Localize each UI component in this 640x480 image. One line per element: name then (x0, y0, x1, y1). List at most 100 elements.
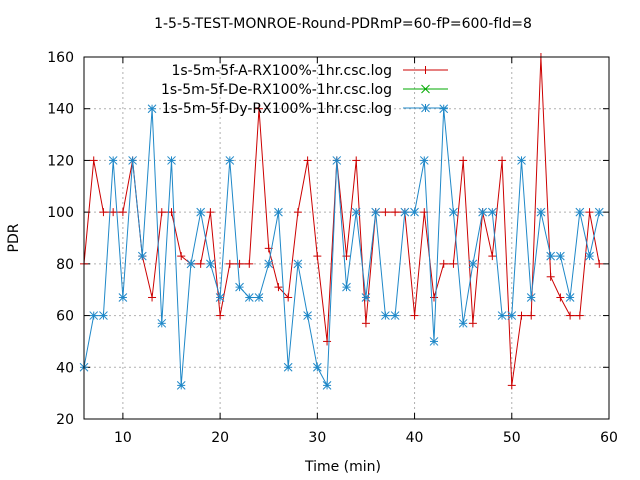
data-point (312, 362, 322, 372)
data-point (245, 259, 254, 268)
data-point (546, 272, 555, 281)
data-point (99, 311, 108, 320)
legend-marker (421, 103, 430, 113)
legend-marker (421, 84, 430, 94)
marker-stroke (283, 362, 293, 372)
grid-lines (84, 57, 609, 419)
data-point (468, 319, 477, 328)
marker-stroke (128, 156, 137, 165)
marker-stroke (526, 293, 536, 302)
data-point (176, 381, 186, 390)
legend: 1s-5m-5f-A-RX100%-1hr.csc.log 1s-5m-5f-De… (161, 63, 448, 117)
x-tick-label: 50 (503, 430, 521, 446)
marker-stroke (400, 207, 410, 217)
marker-stroke (507, 311, 517, 320)
marker-stroke (565, 293, 575, 302)
marker-stroke (458, 318, 468, 328)
data-point (322, 381, 332, 390)
marker-stroke (206, 259, 215, 269)
data-point (439, 104, 449, 114)
marker-stroke (274, 207, 283, 217)
data-point (488, 252, 497, 261)
data-point (546, 251, 556, 261)
data-point (293, 208, 302, 217)
data-point (585, 251, 594, 261)
marker-stroke (254, 293, 264, 302)
marker-stroke (371, 207, 381, 217)
data-point (536, 207, 546, 217)
marker-stroke (137, 251, 147, 261)
marker-stroke (157, 318, 167, 328)
data-point (303, 156, 312, 165)
y-tick-label: 40 (56, 360, 74, 376)
marker-stroke (89, 311, 99, 320)
data-point (99, 208, 108, 217)
data-point (89, 311, 99, 320)
data-point (215, 293, 225, 302)
data-point (274, 283, 283, 292)
data-point (400, 207, 410, 217)
data-point (391, 208, 400, 217)
data-point (303, 311, 312, 320)
legend-label: 1s-5m-5f-Dy-RX100%-1hr.csc.log (162, 101, 392, 117)
data-point (449, 207, 458, 217)
marker-stroke (517, 156, 526, 165)
y-tick-label: 60 (56, 309, 74, 325)
data-point (148, 293, 157, 302)
marker-stroke (167, 156, 176, 165)
marker-stroke (594, 207, 604, 217)
data-point (225, 156, 235, 165)
marker-stroke (176, 381, 186, 390)
marker-stroke (585, 251, 594, 261)
data-point (361, 319, 370, 328)
marker-stroke (478, 207, 487, 217)
data-point (517, 156, 526, 165)
y-tick-label: 140 (47, 102, 74, 118)
data-point (216, 311, 225, 320)
data-point (429, 337, 439, 346)
data-point (89, 156, 98, 165)
data-point (137, 251, 147, 261)
data-point (390, 311, 400, 320)
data-point (196, 207, 206, 217)
marker-stroke (147, 104, 157, 114)
data-point (439, 259, 448, 268)
data-point (186, 259, 196, 269)
data-point (487, 207, 497, 217)
y-tick-label: 80 (56, 257, 74, 273)
data-point (468, 259, 478, 269)
data-point (206, 259, 215, 269)
marker-stroke (410, 207, 419, 217)
data-point (381, 208, 390, 217)
marker-stroke (312, 362, 322, 372)
data-point (167, 156, 176, 165)
data-point (313, 252, 322, 261)
data-point (225, 259, 234, 268)
data-point (274, 207, 283, 217)
x-tick-label: 60 (600, 430, 618, 446)
marker-stroke (429, 337, 439, 346)
marker-stroke (186, 259, 196, 269)
chart-title: 1-5-5-TEST-MONROE-Round-PDRmP=60-fP=600-… (154, 16, 532, 32)
marker-stroke (264, 259, 274, 269)
marker-stroke (575, 207, 585, 217)
marker-stroke (468, 259, 478, 269)
marker-stroke (332, 156, 342, 165)
data-point (351, 207, 361, 217)
data-point (293, 259, 303, 269)
marker-stroke (351, 207, 361, 217)
data-point (254, 293, 264, 302)
data-point (255, 104, 263, 113)
plot-frame (83, 56, 610, 420)
data-point (109, 208, 118, 217)
marker-stroke (497, 311, 507, 320)
y-axis-label: PDR (6, 223, 22, 252)
data-point (478, 207, 487, 217)
data-point (410, 207, 419, 217)
marker-stroke (225, 156, 235, 165)
data-point (585, 208, 594, 217)
y-tick-label: 20 (56, 412, 74, 428)
x-tick-label: 40 (406, 430, 424, 446)
data-point (566, 311, 575, 320)
